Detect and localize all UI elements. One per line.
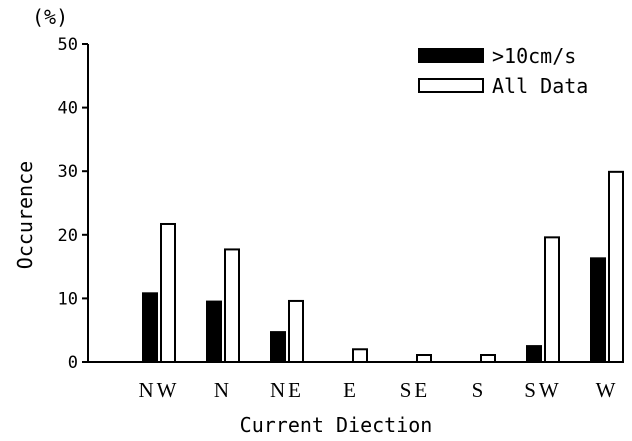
bar-solid-ne [270,331,286,364]
x-tick-label: W [596,378,619,402]
bar-solid-nw [142,292,158,364]
bar-solid-w [590,257,606,363]
legend-swatch-solid [418,48,484,63]
y-tick-label: 50 [58,35,78,55]
x-axis-label: Current Diection [240,413,433,437]
bar-hollow-n [224,248,240,363]
x-tick-label: NE [270,378,304,402]
y-tick-label: 0 [68,353,78,373]
x-tick-label: S [472,378,487,402]
bar-hollow-se [416,354,432,363]
legend-label-solid: >10cm/s [492,44,576,68]
bar-hollow-nw [160,222,176,363]
y-tick-label: 10 [58,289,78,309]
x-tick-label: N [214,378,232,402]
bar-hollow-sw [544,236,560,363]
legend-label-hollow: All Data [492,74,588,98]
y-tick-label: 40 [58,99,78,119]
x-tick-label: NW [139,378,180,402]
legend-swatch-hollow [418,78,484,93]
bar-hollow-e [352,348,368,363]
y-unit-label: (%) [32,5,68,29]
bar-hollow-s [480,354,496,363]
bar-solid-n [206,300,222,363]
y-axis-label: Occurence [13,161,37,269]
legend: >10cm/s All Data [418,44,588,98]
x-tick-label: E [343,378,359,402]
x-tick-label: SW [524,378,562,402]
bar-hollow-w [608,170,624,363]
bar-solid-sw [526,345,542,364]
y-tick-label: 30 [58,162,78,182]
x-tick-label: SE [400,378,431,402]
bar-hollow-ne [288,299,304,363]
y-tick-label: 20 [58,226,78,246]
